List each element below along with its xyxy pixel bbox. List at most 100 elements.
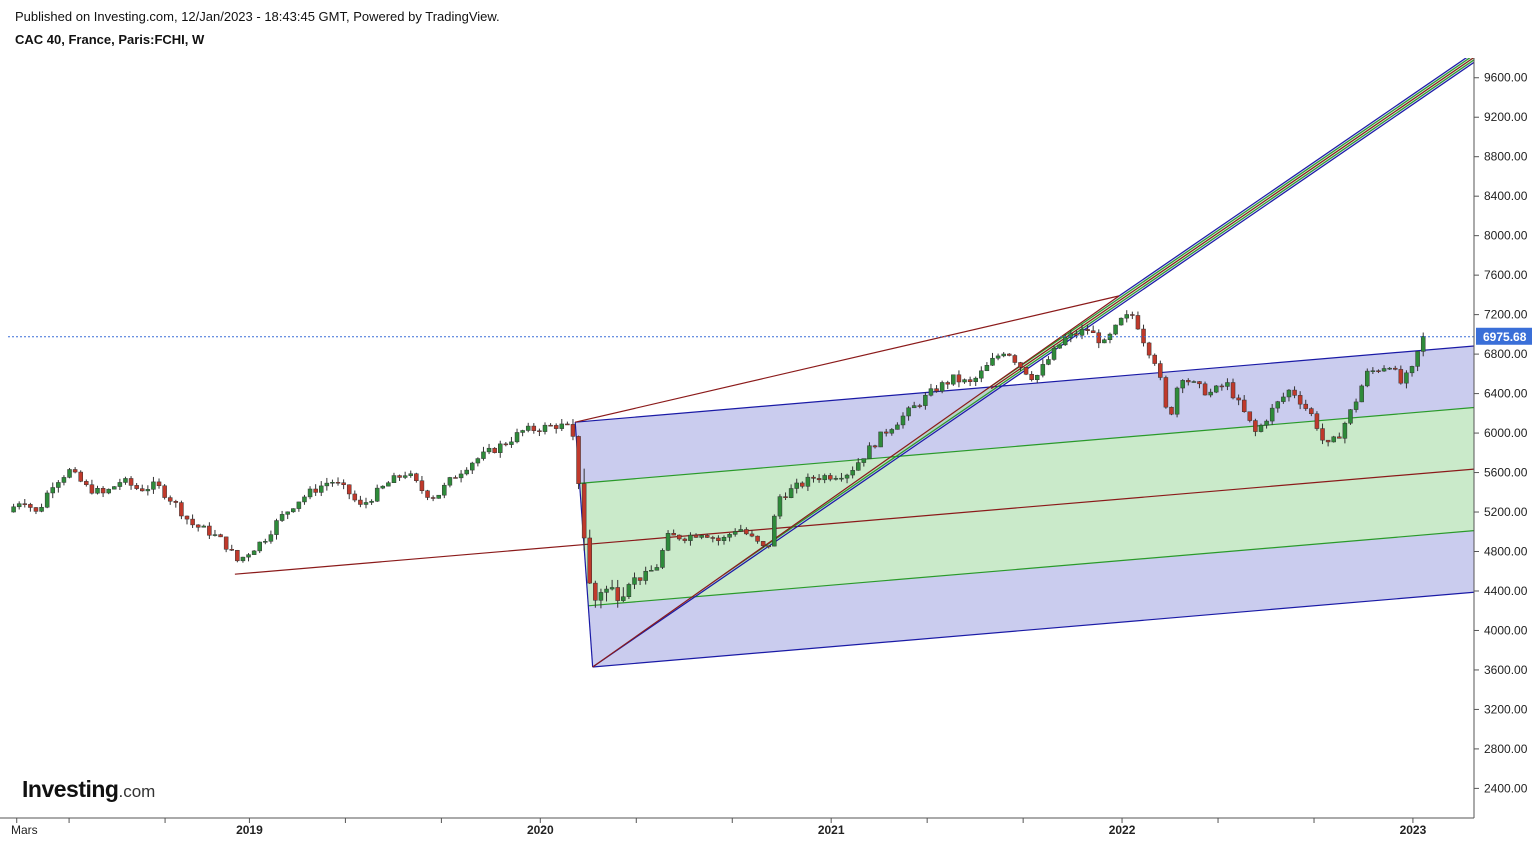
y-axis: 9600.00 9200.00 8800.00 8400.00 8000.00 7600.… (1474, 71, 1528, 795)
candle-body (207, 525, 212, 536)
candle-body (95, 488, 100, 494)
candle-body (749, 533, 755, 537)
investing-logo[interactable]: Investing.com (22, 776, 156, 802)
candle-body (800, 482, 805, 487)
candle-body (721, 537, 727, 541)
candle-body (112, 486, 117, 490)
candle-body (123, 478, 128, 483)
candle-body (671, 533, 676, 536)
candle-body (497, 443, 503, 453)
candle-body (621, 596, 626, 601)
y-tick-label: 7600.00 (1484, 268, 1528, 282)
candle-body (939, 382, 945, 392)
candle-body (665, 533, 671, 551)
candle-body (699, 535, 704, 538)
candle-body (358, 499, 363, 505)
candle-body (481, 451, 486, 459)
pitchfork-upper-line (575, 345, 1474, 423)
candle-body (1314, 413, 1320, 429)
y-tick-label: 5200.00 (1484, 505, 1528, 519)
candle-body (794, 482, 799, 489)
pitchfork-outer-band-lower (588, 530, 1474, 667)
candle-body (704, 535, 710, 538)
candle-body (1141, 328, 1146, 344)
candle-body (56, 482, 61, 488)
y-tick-label: 4400.00 (1484, 584, 1528, 598)
candle-body (1392, 367, 1398, 370)
candle-body (643, 570, 648, 581)
candle-body (1225, 382, 1230, 387)
candle-body (788, 488, 794, 498)
candle-body (1264, 420, 1269, 426)
candle-body (934, 388, 939, 392)
candle-body (1387, 367, 1392, 370)
candle-body (1236, 397, 1241, 401)
candle-body (44, 492, 50, 508)
candle-body (900, 415, 906, 426)
candle-body (1275, 401, 1281, 409)
candle-body (492, 447, 497, 453)
candle-body (514, 432, 520, 443)
candle-body (162, 485, 167, 498)
candle-body (1174, 387, 1180, 415)
y-tick-label: 9200.00 (1484, 110, 1528, 124)
candle-body (1113, 324, 1118, 335)
pitchfork-outer-band-upper (575, 346, 1474, 484)
candle-body (442, 484, 447, 496)
candle-body (615, 587, 620, 601)
candle-body (201, 525, 207, 528)
candle-body (1046, 359, 1051, 365)
candle-body (240, 556, 246, 562)
candle-body (570, 424, 576, 437)
x-tick-label: 2021 (818, 823, 845, 837)
published-info: Published on Investing.com, 12/Jan/2023 … (15, 9, 500, 24)
candle-body (167, 497, 173, 502)
candle-body (1180, 380, 1185, 389)
pitchfork-median-line (234, 468, 1474, 575)
candle-body (833, 478, 839, 480)
candle-body (179, 502, 184, 517)
last-price-tag: 6975.68 (1476, 327, 1532, 345)
candle-body (464, 469, 469, 475)
candle-body (117, 482, 123, 487)
candle-body (1415, 351, 1420, 367)
candle-body (1079, 329, 1085, 336)
candle-body (1012, 355, 1018, 363)
candle-body (676, 534, 682, 540)
fork2-upper-line (1118, 58, 1467, 297)
candle-body (296, 501, 302, 509)
candle-body (872, 445, 878, 448)
candle-body (632, 577, 637, 585)
candle-body (1320, 428, 1325, 441)
candle-body (430, 497, 436, 499)
candle-body (33, 507, 39, 512)
pitchfork-lower-line (592, 591, 1474, 668)
candle-body (1018, 362, 1023, 368)
y-tick-label: 5600.00 (1484, 466, 1528, 480)
candle-body (369, 500, 374, 503)
y-tick-label: 6800.00 (1484, 347, 1528, 361)
candle-body (212, 534, 218, 536)
y-tick-label: 8000.00 (1484, 229, 1528, 243)
y-tick-label: 2800.00 (1484, 742, 1528, 756)
candle-body (1303, 403, 1308, 409)
candle-body (307, 488, 313, 498)
candle-body (984, 365, 990, 372)
candle-body (951, 374, 956, 385)
y-tick-label: 7200.00 (1484, 308, 1528, 322)
candle-body (760, 541, 766, 547)
candle-body (156, 481, 162, 487)
candle-body (1001, 353, 1006, 357)
candle-body (956, 374, 962, 383)
pitchfork-lines (234, 58, 1474, 668)
candle-body (1169, 406, 1174, 415)
pitchfork-upper-mid-line (579, 406, 1474, 485)
candle-body (1353, 401, 1359, 410)
candle-body (766, 545, 771, 548)
candle-body (1118, 317, 1124, 326)
candle-body (587, 537, 592, 584)
candle-body (906, 407, 911, 417)
candle-body (911, 405, 917, 409)
candle-body (84, 481, 89, 485)
